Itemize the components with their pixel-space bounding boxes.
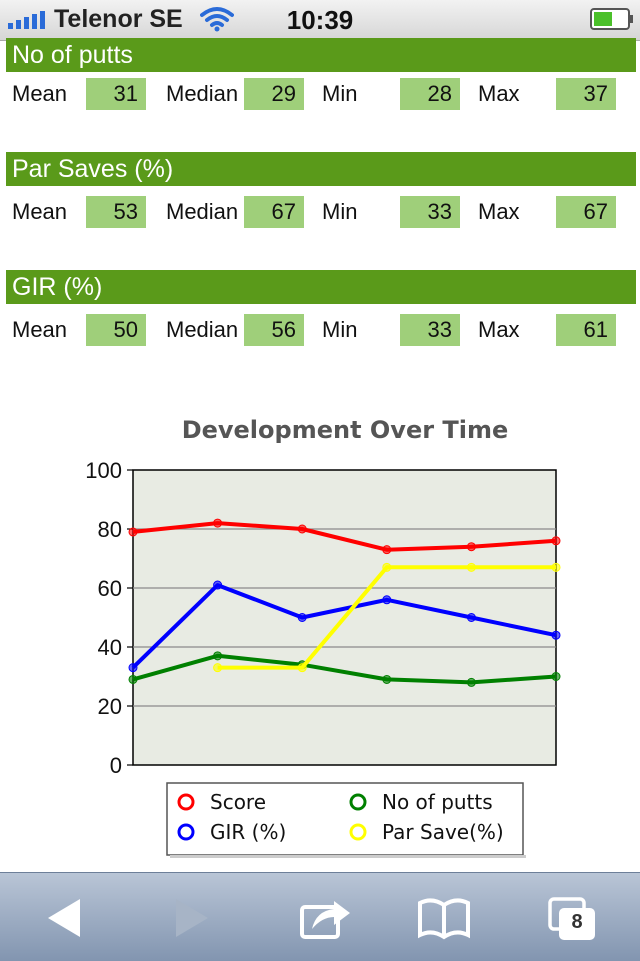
- max-label: Max: [478, 199, 520, 224]
- min-value: 28: [400, 78, 460, 110]
- max-value: 67: [556, 196, 616, 228]
- series-4: [213, 562, 561, 673]
- min-value: 33: [400, 314, 460, 346]
- data-point: [466, 562, 476, 572]
- y-tick-label: 80: [98, 517, 122, 542]
- data-point: [382, 674, 392, 684]
- data-point: [551, 672, 561, 681]
- data-point: [213, 580, 223, 590]
- median-value: 67: [244, 196, 304, 228]
- y-tick-label: 60: [98, 576, 122, 601]
- wifi-icon: [200, 7, 234, 32]
- legend-marker: [349, 823, 367, 841]
- min-label: Min: [322, 317, 358, 342]
- data-point: [466, 613, 476, 622]
- development-chart: 0 20 40 60 80 100 Score No of putts GIR (%) Par …: [85, 458, 561, 858]
- max-value: 37: [556, 78, 616, 110]
- median-label: Median: [166, 317, 239, 342]
- mean-value: 31: [86, 78, 146, 110]
- data-point: [128, 663, 138, 673]
- median-label: Median: [166, 199, 239, 224]
- section-header: No of putts: [6, 38, 636, 72]
- mean-value: 53: [86, 196, 146, 228]
- bookmarks-icon[interactable]: [414, 893, 474, 943]
- status-bar: Telenor SE 10:39: [0, 0, 640, 41]
- data-point: [382, 595, 392, 605]
- legend-marker: [177, 823, 195, 841]
- max-value: 61: [556, 314, 616, 346]
- series-2: [128, 651, 561, 687]
- series-line: [131, 583, 557, 670]
- data-point: [297, 613, 307, 622]
- y-tick-label: 40: [98, 635, 122, 660]
- share-icon[interactable]: [294, 893, 354, 943]
- browser-toolbar: 8: [0, 872, 640, 961]
- median-value: 29: [244, 78, 304, 110]
- data-point: [128, 674, 138, 684]
- series-1: [128, 518, 561, 555]
- clock: 10:39: [286, 5, 354, 35]
- legend-marker: [349, 793, 367, 811]
- mean-label: Mean: [12, 317, 68, 342]
- legend-label: Score: [210, 790, 266, 814]
- legend-box: [166, 782, 524, 856]
- back-arrow-icon[interactable]: [34, 893, 94, 943]
- section-header: GIR (%): [6, 270, 636, 304]
- data-point: [213, 518, 223, 528]
- legend-label: Par Save(%): [382, 820, 504, 844]
- battery-icon: [590, 8, 633, 30]
- y-tick-label: 100: [85, 458, 122, 483]
- median-label: Median: [166, 81, 239, 106]
- data-point: [382, 545, 392, 555]
- min-value: 33: [400, 196, 460, 228]
- tab-count: 8: [571, 911, 583, 933]
- data-point: [466, 677, 476, 687]
- data-point: [551, 630, 561, 640]
- data-point: [466, 542, 476, 552]
- data-point: [551, 562, 561, 572]
- data-point: [382, 562, 392, 572]
- y-tick-label: 0: [110, 753, 122, 778]
- mean-label: Mean: [12, 81, 68, 106]
- max-label: Max: [478, 317, 520, 342]
- max-label: Max: [478, 81, 520, 106]
- median-value: 56: [244, 314, 304, 346]
- mean-label: Mean: [12, 199, 68, 224]
- data-point: [551, 536, 561, 546]
- signal-strength-icon: [8, 11, 45, 29]
- data-point: [128, 527, 138, 537]
- min-label: Min: [322, 81, 358, 106]
- y-tick-label: 20: [98, 694, 122, 719]
- min-label: Min: [322, 199, 358, 224]
- data-point: [213, 651, 223, 661]
- data-point: [297, 524, 307, 534]
- legend-label: No of putts: [382, 790, 493, 814]
- legend-marker: [177, 793, 195, 811]
- series-line: [132, 653, 557, 685]
- series-3: [128, 580, 561, 673]
- tabs-icon[interactable]: 8: [546, 893, 606, 943]
- forward-arrow-icon[interactable]: [162, 893, 222, 943]
- carrier-name: Telenor SE: [54, 5, 183, 33]
- data-point: [213, 663, 223, 673]
- data-point: [297, 663, 307, 673]
- chart-title: Development Over Time: [181, 416, 509, 444]
- legend-label: GIR (%): [210, 820, 286, 844]
- series-line: [132, 521, 557, 552]
- mean-value: 50: [86, 314, 146, 346]
- section-header: Par Saves (%): [6, 152, 636, 186]
